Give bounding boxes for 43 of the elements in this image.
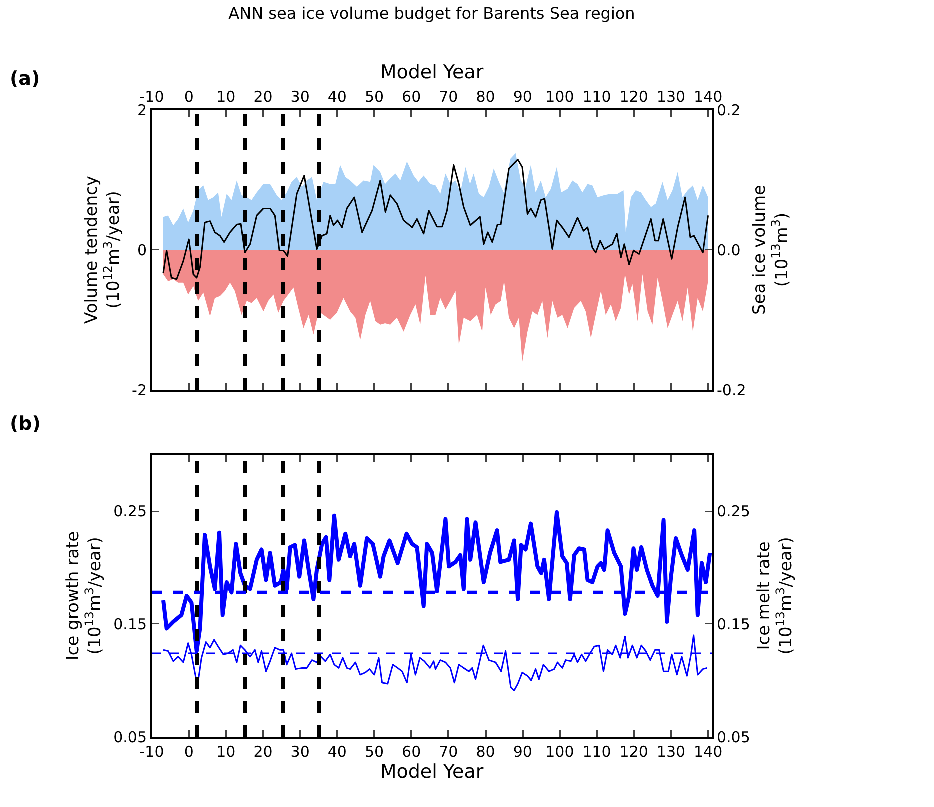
- y2-tick-label: -0.2: [717, 381, 746, 400]
- x-tick-label: 130: [656, 88, 686, 106]
- x-tick-label: 60: [402, 88, 422, 106]
- x-tick-label: 50: [364, 743, 384, 761]
- x-axis-title: Model Year: [380, 61, 484, 84]
- x-axis-title: Model Year: [380, 761, 484, 783]
- x-tick-label: 60: [402, 743, 422, 761]
- y-tick-label: 0: [137, 241, 147, 260]
- y2-tick-label: 0.2: [717, 101, 741, 120]
- x-tick-label: 70: [439, 743, 458, 761]
- x-tick-label: 0: [184, 88, 194, 106]
- x-tick-label: 80: [476, 88, 496, 106]
- y2-tick-label: 0.0: [717, 241, 741, 260]
- text: (a): [10, 68, 40, 90]
- y-tick-label: 0.15: [114, 615, 147, 634]
- x-tick-label: 130: [656, 743, 686, 761]
- x-tick-label: 30: [290, 743, 310, 761]
- x-tick-label: 120: [620, 743, 648, 761]
- y-tick-label: -2: [132, 381, 147, 400]
- x-tick-label: 40: [328, 743, 347, 761]
- chart-title: ANN sea ice volume budget for Barents Sea region: [228, 4, 636, 24]
- y-tick-label: 0.25: [114, 502, 147, 521]
- x-tick-label: 90: [513, 88, 532, 106]
- x-tick-label: 20: [254, 743, 273, 761]
- x-tick-label: 120: [620, 88, 648, 106]
- x-tick-label: 110: [582, 88, 612, 106]
- x-tick-label: 100: [546, 88, 574, 106]
- x-tick-label: 10: [216, 88, 236, 106]
- x-tick-label: 10: [216, 743, 236, 761]
- y2-tick-label: 0.25: [717, 502, 750, 521]
- x-tick-label: 110: [582, 743, 612, 761]
- x-tick-label: 30: [290, 88, 310, 106]
- y-tick-label: 2: [137, 101, 147, 120]
- y2-tick-label: 0.15: [717, 615, 750, 634]
- text: (b): [10, 413, 41, 435]
- x-tick-label: 80: [476, 743, 496, 761]
- x-tick-label: 70: [439, 88, 458, 106]
- x-tick-label: 20: [254, 88, 273, 106]
- x-tick-label: 40: [328, 88, 347, 106]
- x-tick-label: 100: [546, 743, 574, 761]
- x-tick-label: 0: [184, 743, 194, 761]
- x-tick-label: 50: [364, 88, 384, 106]
- x-tick-label: 90: [513, 743, 532, 761]
